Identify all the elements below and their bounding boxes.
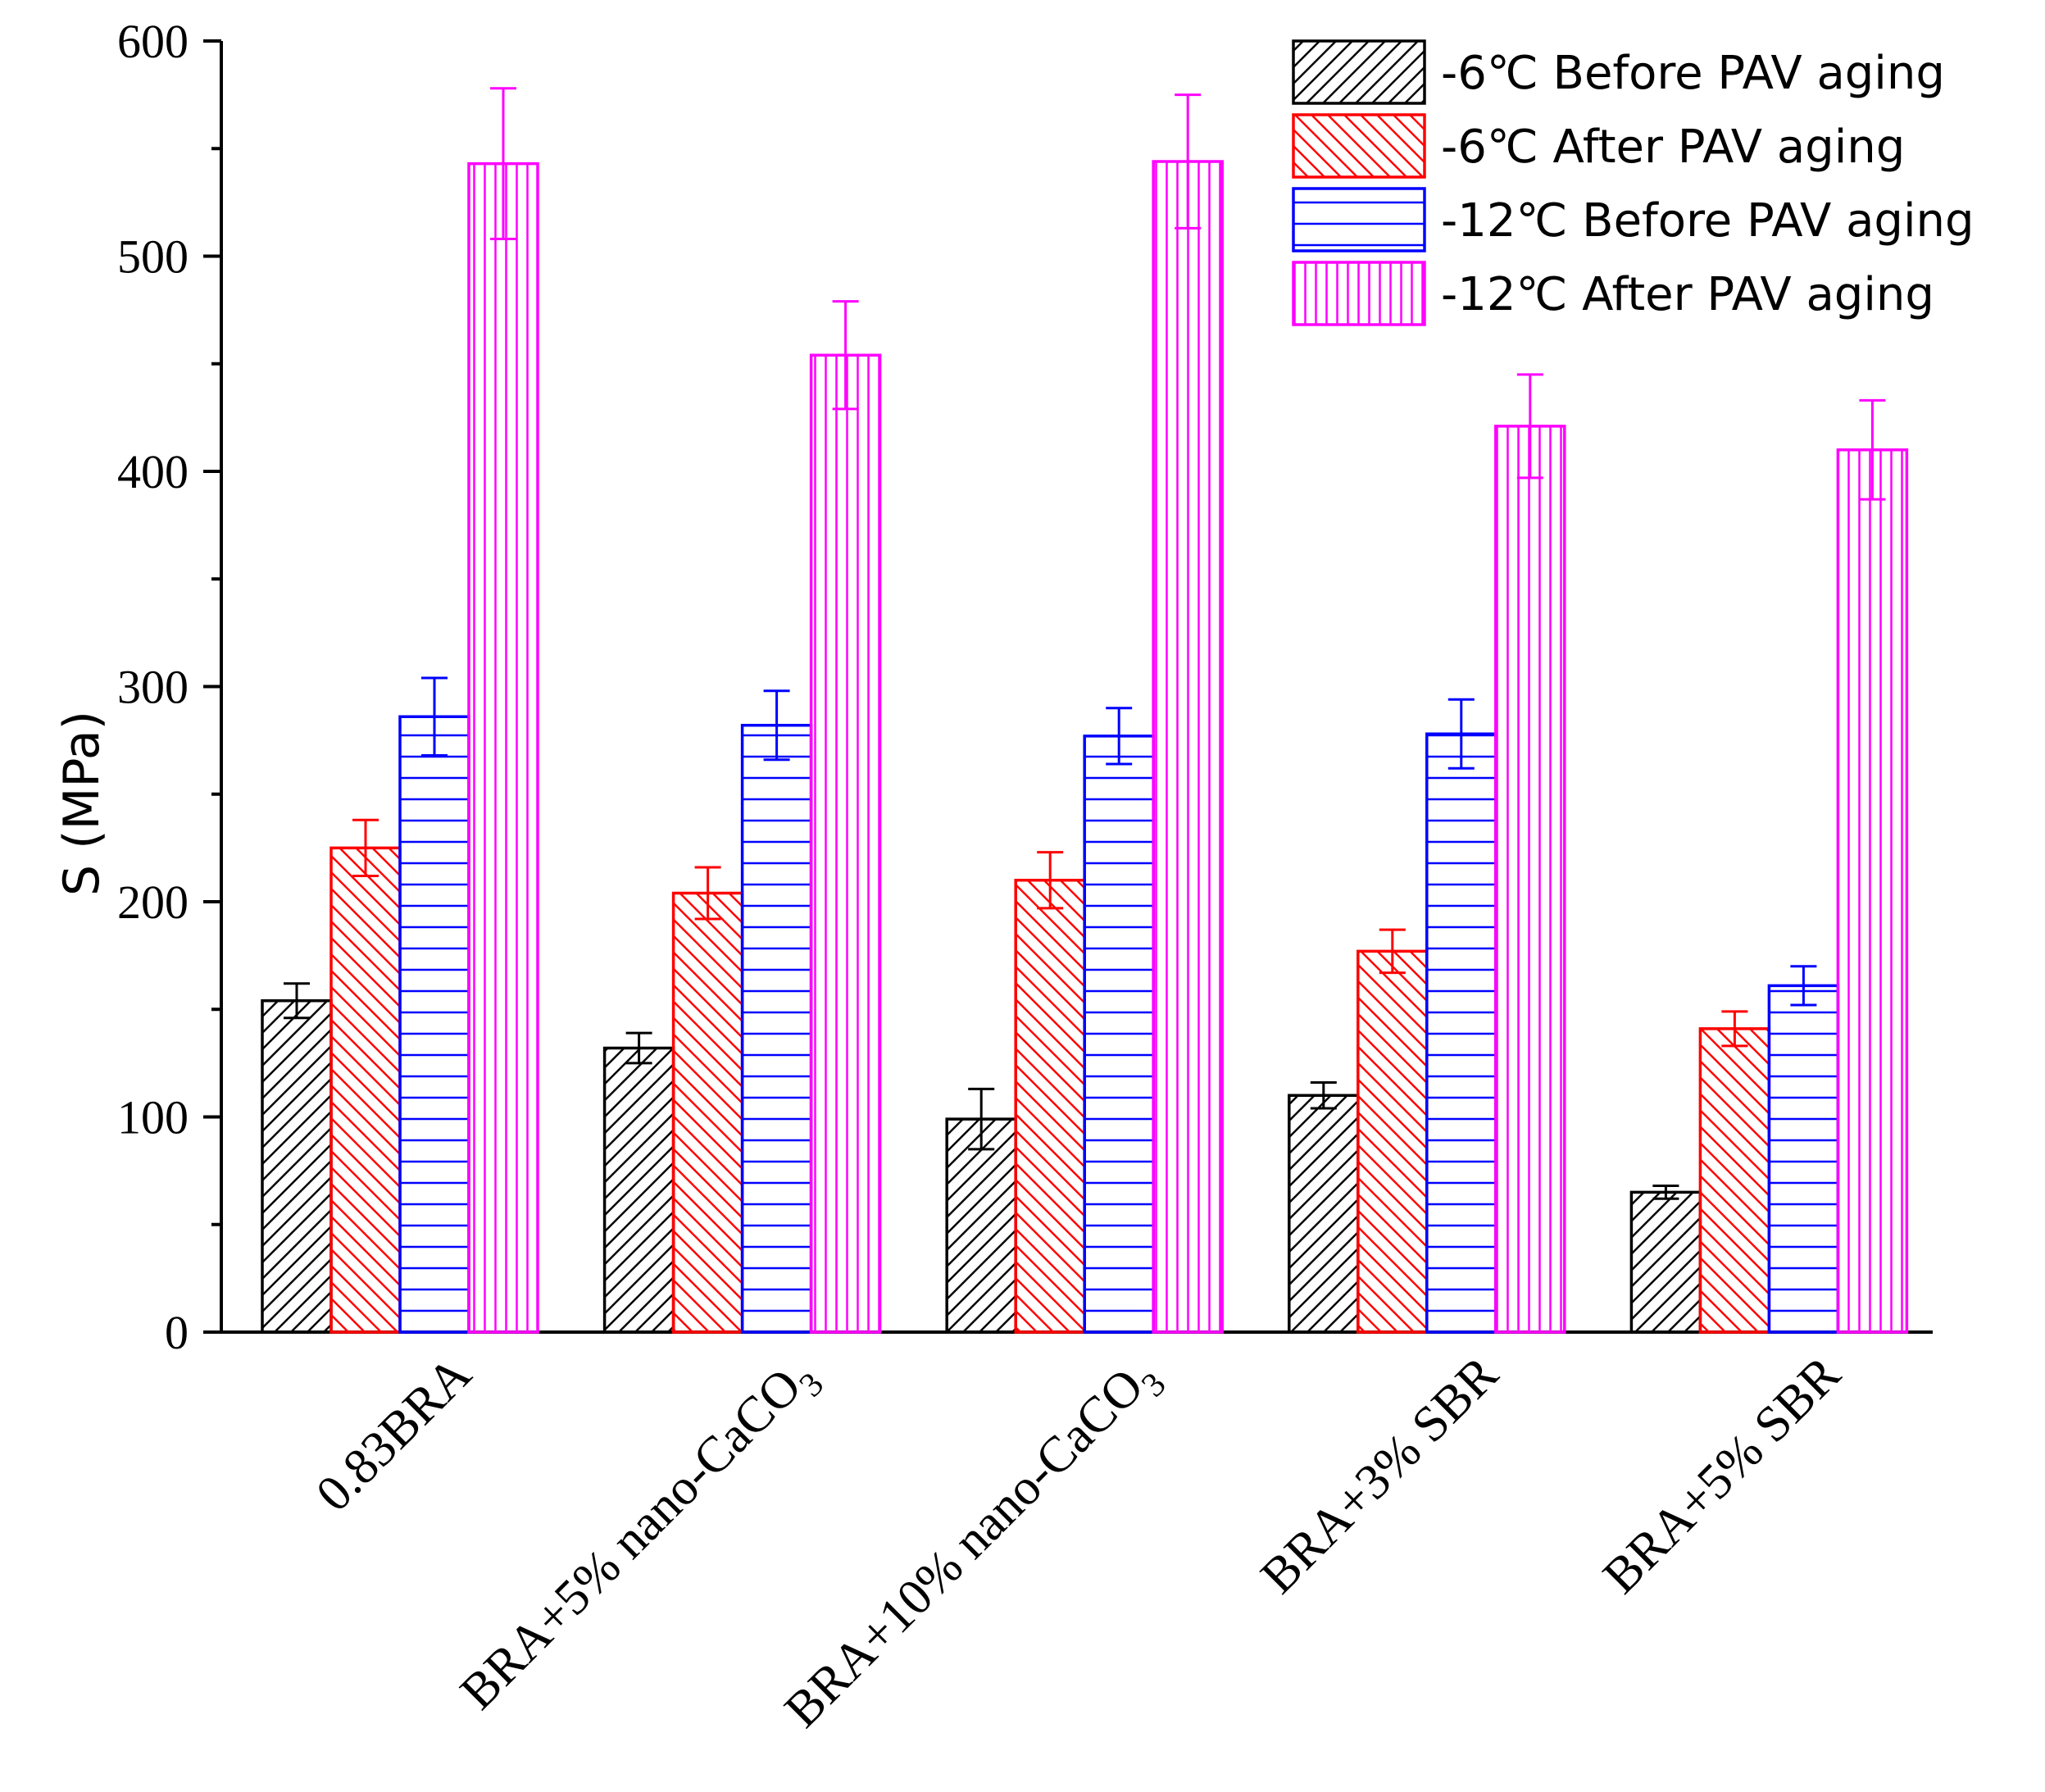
legend-label: -6℃ After PAV aging: [1441, 121, 1905, 174]
y-tick-label: 0: [165, 1306, 189, 1359]
bar: [1698, 1027, 1771, 1334]
y-tick-label: 100: [117, 1091, 189, 1144]
error-bars-layer: [284, 87, 1886, 1200]
x-category-label: BRA+3% SBR: [1250, 1345, 1509, 1604]
y-tick-label: 300: [117, 661, 189, 714]
bar: [261, 999, 333, 1334]
bar: [1767, 984, 1840, 1334]
legend-label: -6℃ Before PAV aging: [1441, 47, 1945, 100]
legend-swatch: [1292, 261, 1426, 326]
y-axis-label: S (MPa): [53, 711, 111, 896]
x-category-label: BRA+5% nano-CaCO3: [450, 1346, 831, 1727]
bar: [1836, 448, 1909, 1334]
bar: [602, 1046, 675, 1334]
bar: [467, 161, 539, 1334]
bar: [329, 846, 402, 1334]
x-category-label-main: BRA+5% nano-CaCO: [450, 1358, 812, 1721]
x-category-label-main: BRA+10% nano-CaCO: [775, 1358, 1155, 1739]
bar: [1288, 1094, 1360, 1334]
bar: [1152, 160, 1224, 1334]
x-category-label-main: 0.83BRA: [306, 1346, 482, 1522]
bars-layer: [261, 160, 1909, 1334]
bar: [1083, 735, 1155, 1334]
legend-label: -12℃ After PAV aging: [1441, 268, 1934, 321]
bar: [398, 715, 470, 1334]
bar: [740, 724, 813, 1334]
legend-swatch: [1292, 113, 1426, 179]
bar: [1014, 879, 1086, 1334]
legend-swatch: [1292, 39, 1426, 105]
bar: [945, 1117, 1017, 1334]
y-tick-label: 400: [117, 445, 189, 498]
y-tick-label: 600: [117, 15, 189, 68]
legend: -6℃ Before PAV aging -6℃ After PAV aging -…: [1292, 39, 1975, 326]
x-category-label-main: BRA+5% SBR: [1593, 1345, 1852, 1604]
y-axis-label-text: S (MPa): [53, 711, 111, 896]
bar: [1425, 732, 1497, 1334]
x-category-label: BRA+5% SBR: [1593, 1345, 1852, 1604]
legend-swatch: [1292, 187, 1426, 252]
legend-label: -12℃ Before PAV aging: [1441, 194, 1975, 248]
y-tick-label: 500: [117, 230, 189, 284]
bar: [809, 353, 882, 1334]
bar: [671, 891, 744, 1334]
x-category-label-main: BRA+3% SBR: [1250, 1345, 1509, 1604]
x-category-label: BRA+10% nano-CaCO3: [775, 1346, 1174, 1745]
y-tick-label: 200: [117, 876, 189, 929]
x-category-label: 0.83BRA: [306, 1346, 482, 1522]
bar: [1494, 425, 1566, 1334]
bar: [1629, 1190, 1702, 1334]
bar: [1357, 949, 1429, 1334]
